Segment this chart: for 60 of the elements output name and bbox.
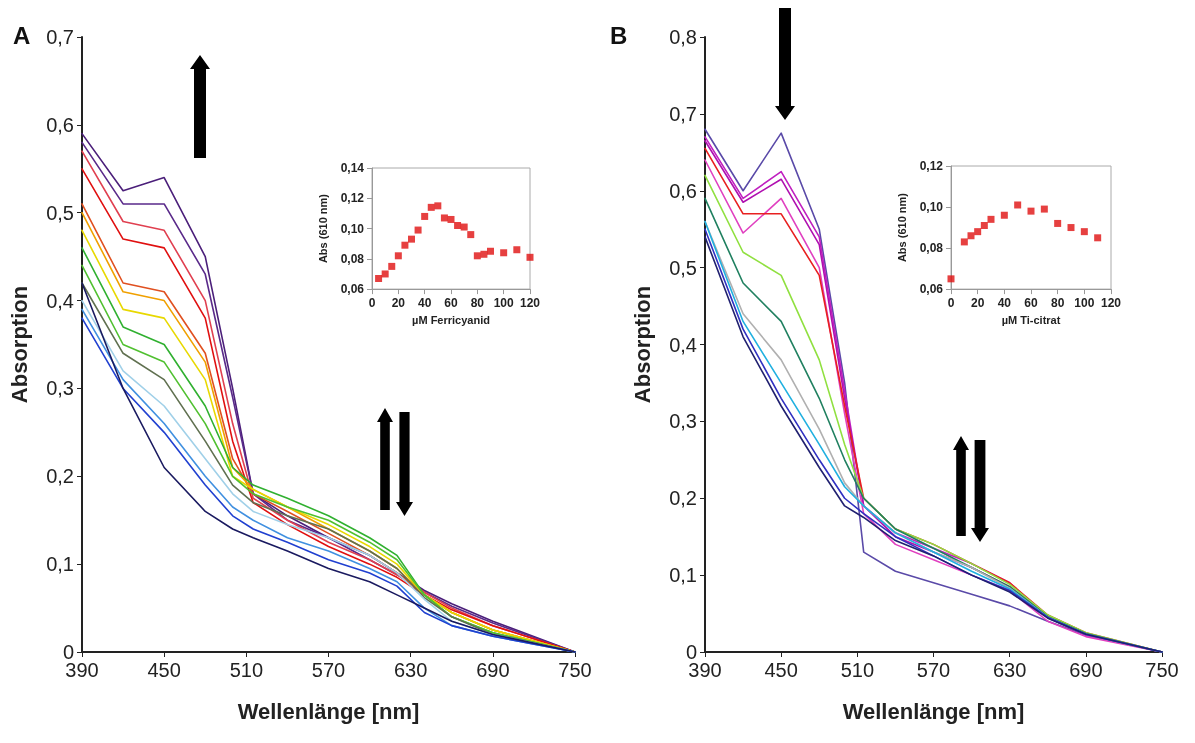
x-tick-label: 40 <box>417 296 432 311</box>
x-tick-label: 630 <box>393 659 428 681</box>
x-tick-label: 20 <box>391 296 406 311</box>
x-tick-label: 0 <box>947 296 955 311</box>
y-axis-title: Abs (610 nm) <box>895 192 908 263</box>
y-tick-label: 0,12 <box>340 191 365 206</box>
y-tick-label: 0,1 <box>669 564 697 587</box>
y-tick-label: 0,06 <box>919 282 944 297</box>
y-tick-label: 0,4 <box>669 333 697 356</box>
chart-title: A <box>13 21 31 49</box>
y-tick-label: 0,06 <box>340 282 365 297</box>
y-axis-title: Abs (610 nm) <box>316 193 329 264</box>
y-axis-title: Absorption <box>629 285 655 404</box>
y-tick-label: 0,3 <box>669 410 697 433</box>
x-tick-label: 690 <box>1069 659 1103 681</box>
chart-title: B <box>610 21 628 49</box>
x-tick-label: 100 <box>493 296 514 311</box>
x-axis-title: Wellenlänge [nm] <box>842 698 1025 724</box>
x-tick-label: 690 <box>476 659 510 681</box>
x-tick-label: 0 <box>368 296 376 311</box>
y-tick-label: 0,08 <box>919 241 944 256</box>
y-tick-label: 0,10 <box>919 200 944 215</box>
y-tick-label: 0,8 <box>669 26 697 48</box>
x-tick-label: 60 <box>1024 296 1038 311</box>
x-tick-label: 120 <box>1100 296 1122 311</box>
x-tick-label: 100 <box>1074 296 1095 311</box>
x-axis-title: Wellenlänge [nm] <box>237 698 420 724</box>
y-tick-label: 0,2 <box>46 465 74 488</box>
x-tick-label: 510 <box>840 659 875 681</box>
x-tick-label: 570 <box>916 659 951 681</box>
x-tick-label: 450 <box>147 659 181 681</box>
x-tick-label: 80 <box>470 296 485 311</box>
x-tick-label: 80 <box>1050 296 1065 311</box>
x-tick-label: 450 <box>764 659 798 681</box>
x-tick-label: 750 <box>558 659 592 681</box>
y-tick-label: 0,2 <box>669 487 697 510</box>
x-tick-label: 120 <box>519 296 541 311</box>
x-tick-label: 40 <box>997 296 1012 311</box>
y-tick-label: 0,7 <box>46 26 74 48</box>
x-tick-label: 510 <box>229 659 264 681</box>
y-tick-label: 0,5 <box>46 201 74 224</box>
y-tick-label: 0,3 <box>46 377 74 400</box>
y-tick-label: 0,08 <box>340 251 365 266</box>
x-tick-label: 20 <box>970 296 985 311</box>
y-tick-label: 0,10 <box>340 221 365 236</box>
x-axis-title: µM Ferricyanid <box>412 313 490 326</box>
x-tick-label: 750 <box>1145 659 1179 681</box>
y-tick-label: 0,14 <box>340 161 365 175</box>
x-tick-label: 60 <box>444 296 458 311</box>
y-tick-label: 0,6 <box>669 179 697 202</box>
y-axis-title: Absorption <box>6 285 32 404</box>
y-tick-label: 0,5 <box>669 256 697 279</box>
x-axis-title: µM Ti-citrat <box>1001 313 1061 326</box>
y-tick-label: 0,6 <box>46 113 74 136</box>
y-tick-label: 0,7 <box>669 102 697 125</box>
y-tick-label: 0,4 <box>46 289 74 312</box>
y-tick-label: 0,12 <box>919 159 944 173</box>
y-tick-label: 0,1 <box>46 553 74 576</box>
x-tick-label: 570 <box>311 659 346 681</box>
x-tick-label: 630 <box>992 659 1027 681</box>
